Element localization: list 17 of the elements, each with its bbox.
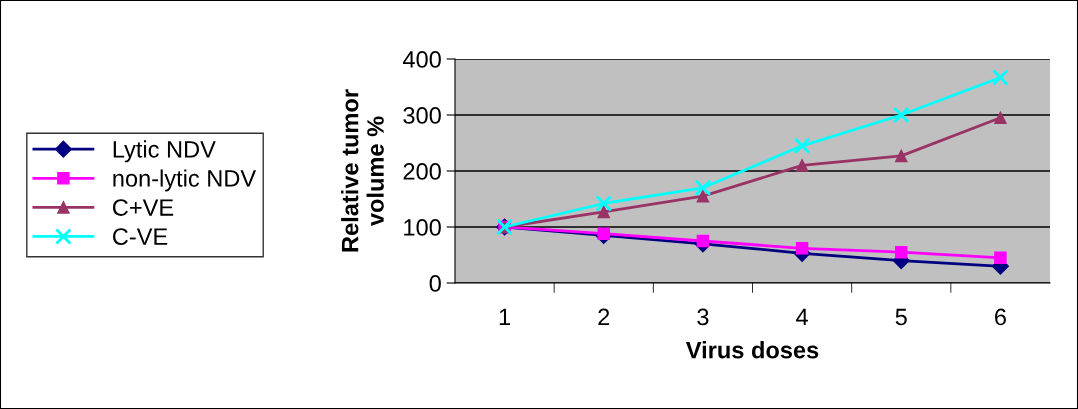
legend-label: C-VE (113, 228, 168, 245)
legend-label: Lytic NDV (113, 140, 216, 163)
legend-label: C+VE (113, 199, 174, 216)
x-tick-label: 2 (598, 308, 610, 326)
x-tick-label: 3 (697, 308, 709, 326)
x-tick-label: 6 (995, 308, 1006, 326)
y-axis-title: Relative tumor volume % (341, 89, 384, 252)
x-tick-label: 1 (499, 308, 510, 326)
x-tick-label: 4 (796, 308, 808, 326)
x-tick-label: 5 (895, 308, 907, 326)
x-axis-title: Virus doses (685, 341, 819, 359)
y-tick-label: 200 (403, 163, 441, 180)
y-tick-label: 400 (402, 51, 441, 68)
y-tick-label: 300 (403, 107, 441, 124)
legend-label: non-lytic NDV (113, 169, 257, 192)
y-tick-label: 0 (429, 275, 441, 292)
y-tick-label: 100 (404, 219, 441, 236)
